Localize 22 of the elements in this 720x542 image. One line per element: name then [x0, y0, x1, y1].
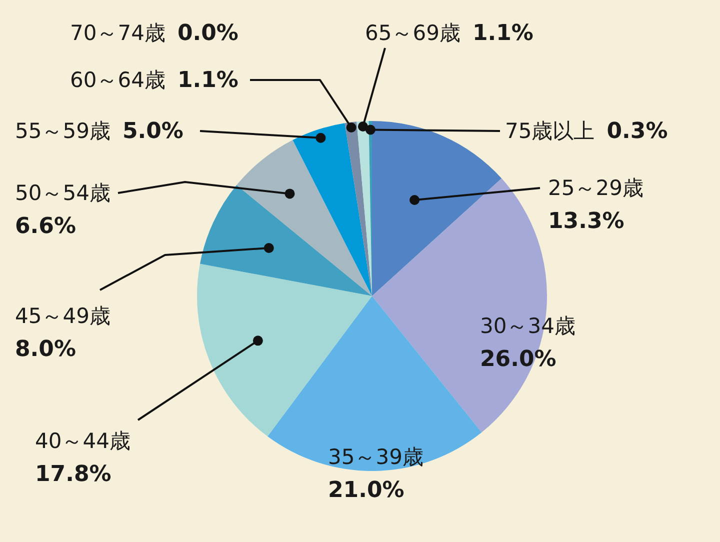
data-label: 5.0% — [122, 119, 184, 144]
data-label: 1.1% — [177, 68, 238, 93]
data-label: 1.1% — [472, 21, 534, 46]
slice-label: 30～34歳 — [480, 314, 576, 338]
slice-label: 55～59歳 — [15, 119, 110, 143]
slice-label: 60～64歳 — [70, 68, 166, 92]
slice-label: 65～69歳 — [365, 21, 460, 45]
text: 0.0% — [177, 21, 238, 46]
slice-label: 75歳以上 — [505, 119, 595, 143]
slice-label: 45～49歳 — [15, 304, 110, 328]
slice-label: 35～39歳 — [328, 445, 424, 469]
slice-label: 50～54歳 — [15, 181, 110, 205]
data-label: 6.6% — [15, 214, 76, 239]
data-label: 13.3% — [548, 209, 624, 234]
slice-label: 25～29歳 — [548, 176, 644, 200]
data-label: 0.3% — [606, 119, 668, 144]
data-label: 17.8% — [35, 462, 112, 487]
slice-label: 40～44歳 — [35, 429, 130, 453]
data-label: 8.0% — [15, 337, 76, 362]
data-label: 21.0% — [328, 478, 404, 503]
data-label: 26.0% — [480, 347, 556, 372]
category-label: 70～74歳 — [70, 21, 166, 45]
